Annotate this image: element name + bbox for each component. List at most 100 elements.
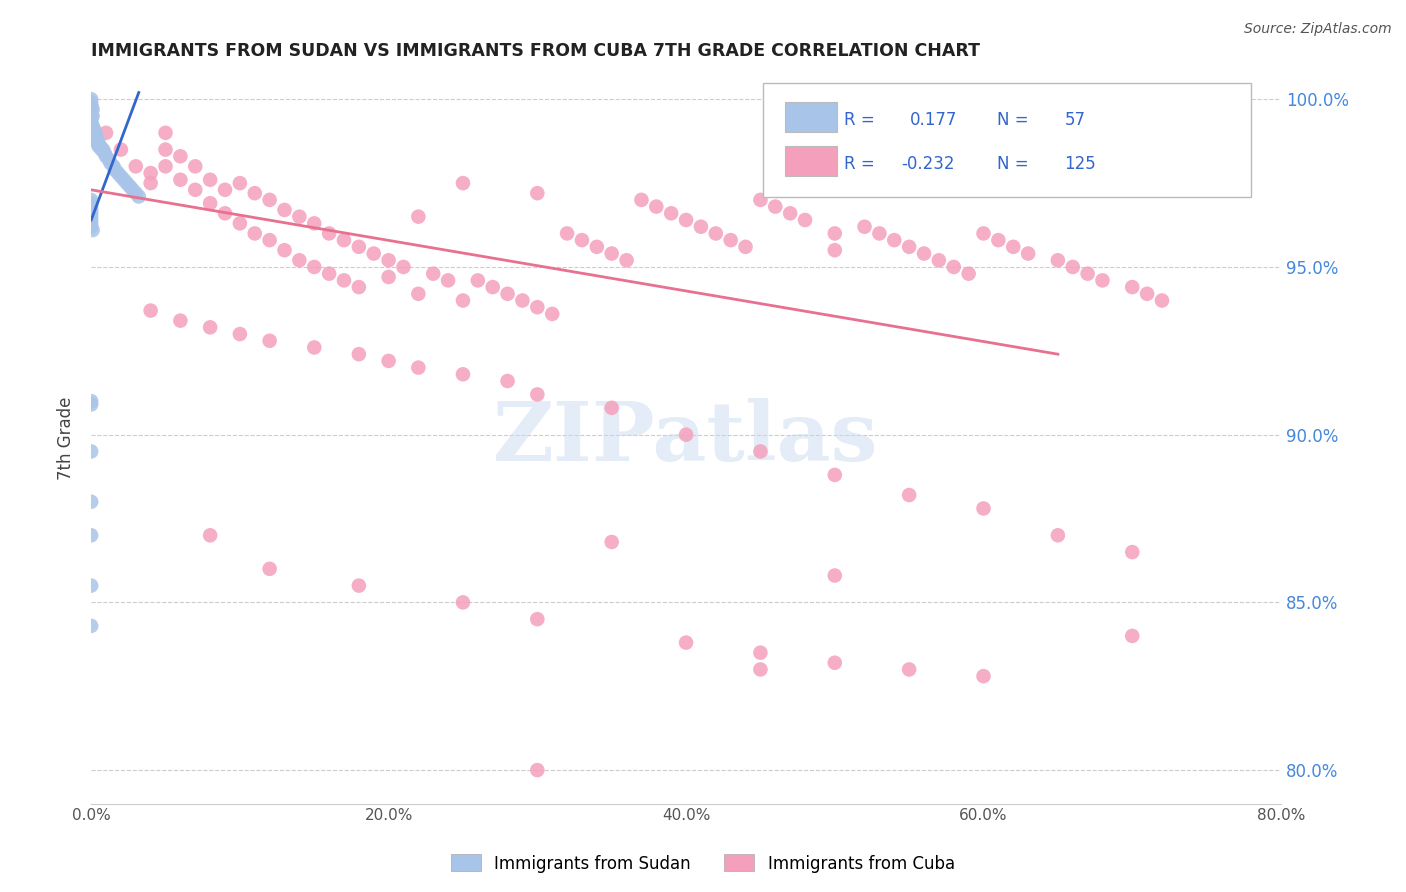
Point (83, 122, 105, 136)
Point (80, 95, 103, 110)
Point (690, 219, 713, 234)
Point (273, 243, 295, 257)
Point (229, 326, 252, 341)
Point (302, 260, 325, 274)
Point (377, 354, 399, 368)
Point (824, 227, 846, 241)
Point (80, 213, 103, 227)
Point (302, 216, 325, 230)
Text: R =: R = (844, 111, 880, 129)
Point (90, 143, 112, 157)
Text: N =: N = (997, 155, 1033, 173)
Point (987, 233, 1010, 247)
Point (853, 219, 876, 234)
Point (80, 619, 103, 633)
Point (957, 267, 980, 281)
Point (98, 153, 121, 167)
Point (318, 267, 340, 281)
Point (80, 200, 103, 214)
Point (467, 273, 489, 287)
Point (86, 132, 108, 146)
Point (675, 213, 697, 227)
Point (1136, 286, 1159, 301)
Point (645, 200, 668, 214)
Point (451, 368, 474, 382)
Point (704, 227, 727, 241)
Point (80, 495, 103, 509)
Point (86, 136, 108, 150)
Point (868, 227, 890, 241)
Point (100, 156, 122, 170)
Text: ZIPatlas: ZIPatlas (494, 398, 879, 478)
Point (80, 397, 103, 411)
Point (526, 387, 548, 401)
Point (824, 467, 846, 482)
Point (898, 663, 921, 677)
Point (675, 635, 697, 649)
Point (555, 227, 578, 241)
Point (128, 189, 150, 203)
Point (898, 240, 921, 254)
Point (1077, 267, 1099, 281)
Point (408, 360, 430, 375)
Point (80, 206, 103, 220)
Point (942, 260, 965, 274)
Point (363, 246, 385, 260)
Point (422, 267, 444, 281)
Point (883, 233, 905, 247)
Point (198, 320, 221, 334)
Point (82, 109, 104, 123)
Point (91, 143, 114, 157)
Point (169, 173, 191, 187)
Point (720, 233, 742, 247)
Point (1062, 260, 1084, 274)
Point (125, 186, 148, 201)
Point (526, 612, 548, 626)
Point (1121, 280, 1143, 294)
Point (600, 401, 623, 415)
Point (333, 273, 356, 287)
Point (973, 227, 995, 241)
Text: 0.177: 0.177 (910, 111, 957, 129)
FancyBboxPatch shape (785, 145, 837, 177)
FancyBboxPatch shape (785, 102, 837, 132)
Point (139, 176, 162, 190)
Point (347, 579, 370, 593)
Point (80, 210, 103, 224)
Point (80, 116, 103, 130)
Point (198, 528, 221, 542)
Point (80, 112, 103, 127)
Point (630, 193, 652, 207)
Point (80, 202, 103, 217)
Point (392, 260, 415, 274)
Text: Source: ZipAtlas.com: Source: ZipAtlas.com (1244, 22, 1392, 37)
Point (80, 444, 103, 458)
Point (104, 162, 127, 177)
Text: N =: N = (997, 111, 1033, 129)
Point (80, 219, 103, 234)
Point (288, 210, 311, 224)
Point (1002, 240, 1025, 254)
Point (82, 119, 104, 133)
Point (80, 109, 103, 123)
Point (600, 246, 623, 260)
Point (659, 206, 682, 220)
Point (87, 139, 110, 153)
Point (496, 374, 519, 388)
Point (214, 183, 236, 197)
Point (259, 562, 281, 576)
Point (169, 149, 191, 163)
Point (87, 136, 110, 150)
Point (1046, 253, 1069, 268)
Point (496, 286, 519, 301)
Y-axis label: 7th Grade: 7th Grade (58, 396, 75, 480)
Point (83, 126, 105, 140)
Point (80, 103, 103, 117)
Point (675, 427, 697, 442)
Point (229, 216, 252, 230)
Point (110, 143, 132, 157)
Text: R =: R = (844, 155, 880, 173)
Point (82, 223, 104, 237)
Point (82, 103, 104, 117)
Point (408, 210, 430, 224)
